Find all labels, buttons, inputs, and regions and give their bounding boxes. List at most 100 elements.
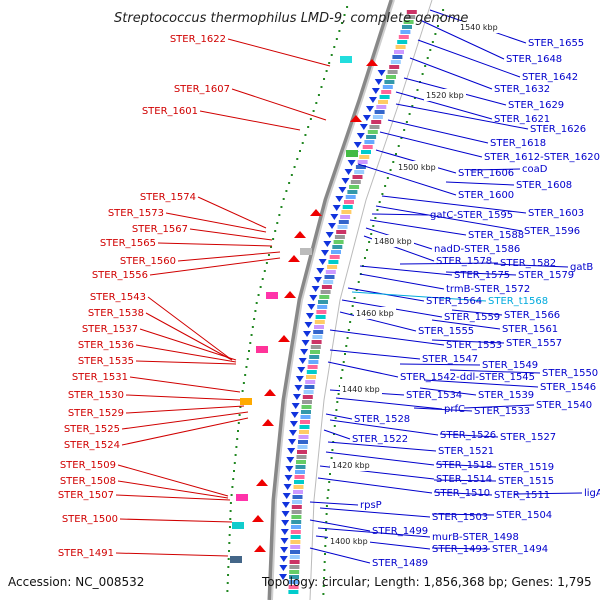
right-connector: [325, 451, 435, 466]
tick-dot: [349, 321, 352, 323]
tick-dot: [442, 9, 445, 11]
right-gene-label: STER_1503: [432, 512, 488, 523]
gene-block: [314, 325, 324, 329]
strand-arrow: [344, 169, 353, 175]
gene-block: [327, 265, 338, 269]
right-gene-label: STER_1542-ddl-STER_1545: [400, 372, 535, 383]
kbp-label-bg: [328, 535, 370, 547]
strand-arrow: [353, 142, 362, 148]
tick-dot: [384, 185, 387, 187]
strand-arrow: [281, 502, 290, 508]
tick-dot: [381, 193, 384, 195]
left-gene-label: STER_1601: [142, 106, 198, 117]
gene-block: [295, 465, 306, 469]
left-gene-label: STER_1567: [132, 224, 188, 235]
gene-block: [355, 165, 366, 169]
strand-arrow: [303, 331, 312, 337]
right-connector: [399, 363, 481, 366]
strand-arrow: [286, 457, 295, 463]
right-connector: [369, 219, 467, 236]
right-gene-label: prfC: [444, 404, 465, 415]
right-gene-label: STER_1504: [496, 510, 552, 521]
left-gene-label: STER_1535: [78, 356, 134, 367]
strand-arrow-reverse: [264, 389, 276, 396]
gene-block: [303, 390, 314, 394]
gene-block: [289, 560, 300, 564]
right-connector: [423, 379, 539, 388]
strand-arrow: [290, 412, 299, 418]
tick-dot: [338, 385, 341, 387]
strand-arrow-reverse: [310, 209, 322, 216]
gene-block: [314, 320, 325, 324]
gene-block: [297, 445, 308, 449]
strand-arrow: [332, 205, 341, 211]
strand-arrow-reverse: [252, 515, 264, 522]
strand-arrow: [316, 268, 325, 274]
right-gene-label: STER_1547: [422, 354, 478, 365]
tick-dot: [328, 62, 331, 64]
strand-arrow: [365, 106, 374, 112]
strand-arrow: [291, 403, 300, 409]
tick-dot: [333, 425, 336, 427]
strand-arrow: [292, 394, 301, 400]
gene-block: [390, 60, 401, 64]
right-gene-label: STER_1608: [516, 180, 572, 191]
right-connector: [419, 387, 477, 396]
left-gene-label: STER_1543: [90, 292, 146, 303]
gene-block: [296, 460, 306, 464]
tick-dot: [250, 334, 253, 336]
right-gene-label: nadD-STER_1586: [434, 244, 520, 255]
right-gene-label: STER_1588: [468, 230, 524, 241]
left-gene-label: STER_1537: [82, 324, 138, 335]
gene-block: [376, 105, 387, 109]
tick-dot: [347, 329, 350, 331]
left-connector: [165, 212, 267, 233]
tick-dot: [411, 105, 414, 107]
gene-block: [306, 375, 316, 379]
gene-block: [359, 155, 370, 159]
left-connector: [177, 251, 281, 262]
tick-dot: [439, 17, 442, 19]
gene-block: [406, 10, 417, 14]
tick-dot: [429, 49, 432, 51]
left-gene-label: STER_1565: [100, 238, 156, 249]
tick-dot: [355, 289, 358, 291]
kbp-mark: 1440 kbp: [342, 385, 380, 394]
right-connector: [323, 429, 351, 440]
right-gene-label: STER_1557: [506, 338, 562, 349]
gene-block: [318, 300, 328, 304]
right-connector: [395, 103, 529, 130]
gene-block: [293, 490, 303, 494]
gene-block: [291, 505, 302, 509]
gene-block: [308, 360, 319, 364]
strand-arrow-reverse: [284, 291, 296, 298]
right-connector: [357, 163, 457, 196]
right-connector: [445, 271, 517, 276]
tick-dot: [324, 529, 327, 531]
tick-dot: [421, 73, 424, 75]
gene-block: [301, 410, 311, 414]
genome-backbone: [267, 0, 433, 600]
gene-block: [364, 140, 375, 144]
left-gene-label: STER_1507: [58, 490, 114, 501]
strand-arrow: [287, 448, 296, 454]
tick-dot: [341, 369, 344, 371]
tick-dot: [226, 582, 229, 584]
tick-dot: [290, 174, 293, 176]
left-gene-label: STER_1500: [62, 514, 118, 525]
left-connector: [125, 405, 245, 414]
tick-dot: [372, 225, 375, 227]
gene-block: [292, 495, 303, 499]
tick-dot: [229, 518, 232, 520]
right-gene-label: STER_1612-STER_1620: [484, 152, 600, 163]
tick-dot: [309, 118, 312, 120]
strand-arrow: [281, 511, 290, 517]
right-connector: [371, 213, 429, 216]
feature-box: [266, 292, 278, 299]
strand-arrow: [335, 196, 344, 202]
right-gene-label: STER_1499: [372, 526, 428, 537]
genome-title: Streptococcus thermophilus LMD-9, comple…: [114, 11, 468, 26]
gene-block: [374, 110, 385, 114]
kbp-label-bg: [458, 21, 500, 33]
gene-block: [367, 130, 378, 134]
